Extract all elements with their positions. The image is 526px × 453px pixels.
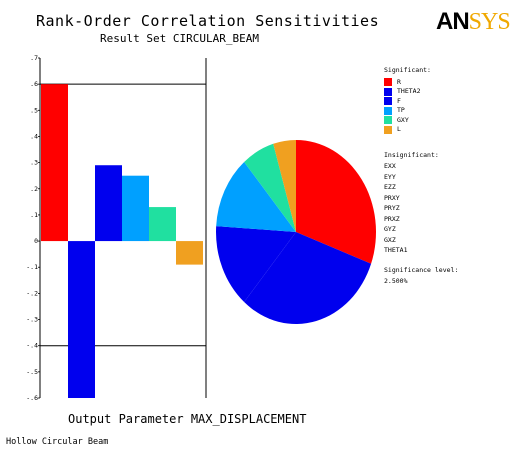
chart-title: Rank-Order Correlation Sensitivities (36, 12, 380, 30)
significance-level-title: Significance level: (384, 265, 459, 274)
pie-slice-tp (216, 161, 296, 232)
y-tick-label: .7 (30, 54, 38, 62)
legend-swatch (384, 106, 392, 115)
legend-significant-list: R THETA2 F TP GXY L (384, 78, 458, 135)
y-tick-label: .3 (30, 159, 38, 167)
y-tick-label: -.1 (26, 263, 38, 271)
bar-tp (122, 175, 149, 242)
bar-f (95, 165, 122, 242)
legend-insignificant-list: EXX EYY EZZ PRXY PRYZ PRXZ GYZ GXZ THETA1 (384, 162, 458, 257)
insignificant-item-gxz: GXZ (384, 235, 396, 244)
pie-slice-r (296, 140, 376, 264)
y-tick-label: .2 (30, 185, 38, 193)
ansys-logo: ANSYS (436, 8, 511, 36)
legend-label: F (397, 96, 401, 105)
bar-l (176, 241, 203, 265)
logo-accent: SYS (468, 9, 511, 35)
legend: Significant: R THETA2 F TP GXY L Insignifican… (384, 66, 458, 287)
legend-item-gxy: GXY (384, 116, 458, 126)
legend-label: TP (397, 106, 405, 114)
pie-slice-theta2 (244, 232, 372, 325)
y-tick-label: -.3 (26, 316, 38, 324)
significance-level-value: 2.500% (384, 277, 408, 285)
legend-item-l: L (384, 125, 458, 135)
y-tick-label: -.6 (26, 394, 38, 402)
bar-theta2 (68, 241, 95, 398)
legend-swatch (384, 97, 392, 106)
y-tick-label: .6 (30, 80, 38, 88)
bar-r (41, 84, 68, 242)
legend-insignificant-title: Insignificant: (384, 150, 439, 159)
insignificant-item-exx: EXX (384, 162, 396, 170)
bar-gxy (149, 207, 176, 242)
insignificant-item-ezz: EZZ (384, 183, 396, 191)
legend-item-f: F (384, 97, 458, 107)
legend-item-theta2: THETA2 (384, 87, 458, 97)
insignificant-item-gyz: GYZ (384, 225, 396, 233)
x-axis-label: Output Parameter MAX_DISPLACEMENT (68, 412, 307, 426)
y-tick-label: .4 (30, 132, 38, 140)
legend-swatch (384, 125, 392, 134)
insignificant-item-prxz: PRXZ (384, 214, 400, 223)
legend-item-r: R (384, 78, 458, 88)
insignificant-item-prxy: PRXY (384, 193, 400, 202)
legend-label: L (397, 125, 401, 133)
insignificant-item-pryz: PRYZ (384, 204, 400, 212)
y-tick-label: -.2 (26, 289, 38, 297)
pie-slice-l (273, 140, 296, 232)
logo-main: AN (436, 8, 470, 35)
y-tick-label: -.4 (26, 342, 38, 350)
footer-text: Hollow Circular Beam (6, 437, 109, 447)
y-tick-label: .5 (30, 106, 38, 114)
y-tick-label: .1 (30, 211, 38, 219)
pie-slice-gxy (244, 143, 296, 232)
legend-swatch (384, 78, 392, 87)
legend-item-tp: TP (384, 106, 458, 116)
legend-label: GXY (397, 115, 409, 124)
legend-swatch (384, 87, 392, 96)
pie-slice-f (216, 226, 296, 303)
legend-label: THETA2 (397, 87, 421, 95)
legend-significant-title: Significant: (384, 66, 431, 74)
legend-swatch (384, 116, 392, 125)
insignificant-item-theta1: THETA1 (384, 246, 408, 254)
y-tick-label: -.5 (26, 368, 38, 376)
y-tick-label: 0 (34, 237, 38, 245)
insignificant-item-eyy: EYY (384, 172, 396, 181)
chart-subtitle: Result Set CIRCULAR_BEAM (100, 32, 259, 45)
legend-label: R (397, 77, 401, 86)
